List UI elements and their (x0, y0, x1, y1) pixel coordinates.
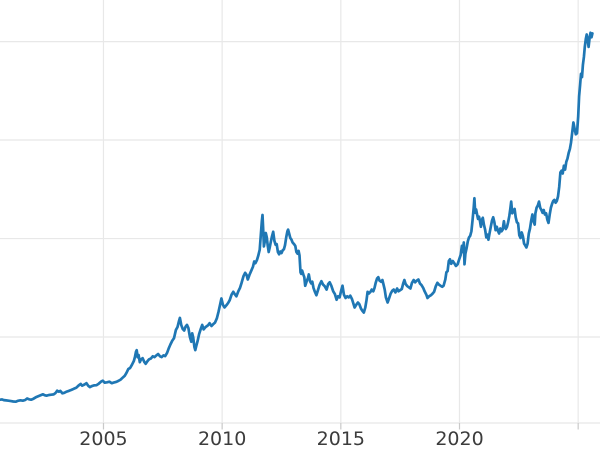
x-tick-label: 2005 (79, 428, 127, 450)
x-tick-label: 2010 (198, 428, 246, 450)
x-tick-label: 2020 (435, 428, 483, 450)
series-line (0, 31, 594, 404)
axis-ticks (102, 422, 579, 430)
gridlines (0, 0, 600, 424)
x-tick-label: 2015 (317, 428, 365, 450)
x-axis-labels: 2005 2010 2015 2020 (79, 428, 483, 450)
data-series-line (0, 31, 594, 404)
